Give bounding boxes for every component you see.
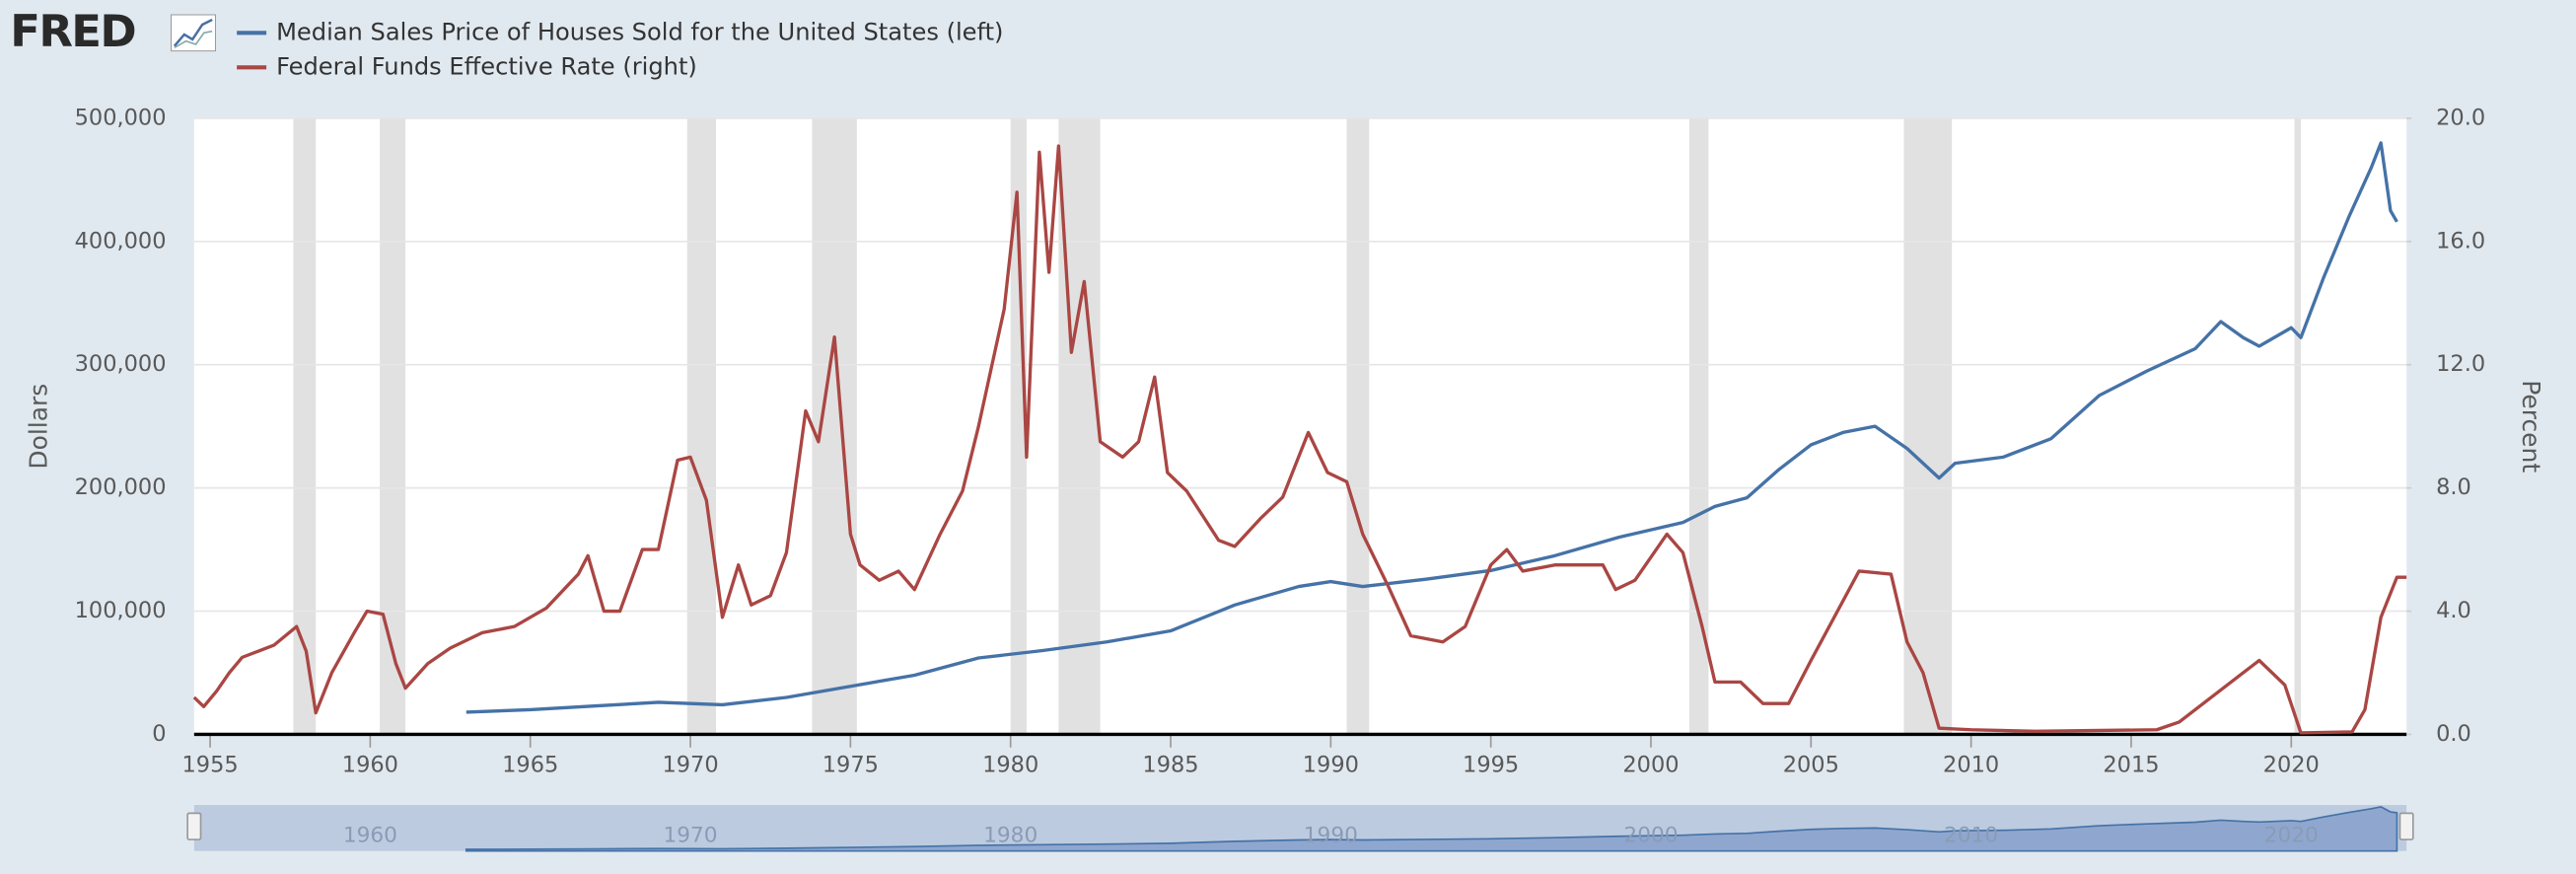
navigator-tick-label: 1990 [1304,824,1358,848]
logo[interactable]: FRED [10,5,136,57]
y-tick-label: 100,000 [75,598,167,623]
x-tick-label: 1955 [181,753,238,778]
x-tick-label: 1995 [1463,753,1519,778]
x-tick-label: 1975 [823,753,879,778]
x-tick-label: 1960 [342,753,398,778]
recession-band [812,117,857,735]
navigator-tick-label: 2010 [1944,824,1998,848]
recession-band [2294,117,2302,735]
navigator: 1960 1970 1980 1990 2000 2010 2020 [186,805,2414,852]
navigator-tick-label: 2000 [1623,824,1678,848]
y2-tick-label: 8.0 [2436,474,2471,500]
logo-icon [171,14,216,52]
y-tick-label: 200,000 [75,474,167,500]
x-tick-label: 2015 [2103,753,2159,778]
y-tick-label: 0 [152,721,166,747]
x-tick-label: 1970 [662,753,718,778]
y-tick-label: 400,000 [75,228,167,254]
navigator-tick-label: 1980 [983,824,1038,848]
y2-tick-label: 20.0 [2436,105,2485,130]
y-tick-label: 300,000 [75,351,167,377]
recession-band [1903,117,1953,735]
navigator-area [465,806,2398,852]
recession-band [1688,117,1709,735]
recession-band [686,117,717,735]
y2-tick-label: 0.0 [2436,721,2471,747]
y2-tick-label: 12.0 [2436,351,2485,377]
x-tick-label: 1990 [1303,753,1359,778]
recession-band [293,117,317,735]
x-tick-label: 2005 [1783,753,1839,778]
y2-tick-label: 16.0 [2436,228,2485,254]
recession-band [1058,117,1101,735]
y2-axis-title: Percent [2517,380,2545,473]
recession-band [1346,117,1370,735]
navigator-handle[interactable] [2398,812,2414,840]
navigator-tick-label: 1960 [343,824,397,848]
x-tick-label: 2010 [1943,753,1999,778]
x-tick-label: 1985 [1142,753,1198,778]
plot-area [193,117,2407,735]
series-line [192,144,2407,735]
x-tick-label: 1980 [982,753,1038,778]
legend-label: Median Sales Price of Houses Sold for th… [276,18,1003,45]
y2-tick-label: 4.0 [2436,598,2471,623]
legend-label: Federal Funds Effective Rate (right) [276,52,697,80]
x-tick-label: 2020 [2263,753,2320,778]
recession-band [380,117,406,735]
y-tick-label: 500,000 [75,105,167,130]
y-axis-title: Dollars [24,384,52,470]
x-tick-label: 1965 [502,753,558,778]
x-tick-label: 2000 [1622,753,1679,778]
navigator-handle[interactable] [186,812,202,840]
navigator-tick-label: 1970 [663,824,717,848]
recession-band [1010,117,1027,735]
navigator-tick-label: 2020 [2264,824,2319,848]
series-line [465,141,2398,714]
